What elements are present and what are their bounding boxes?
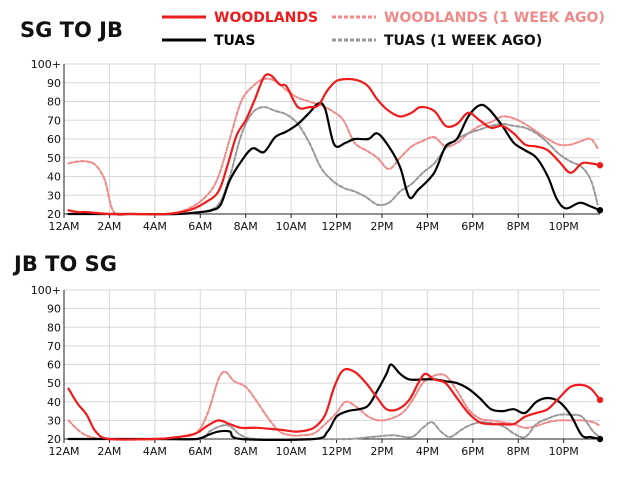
x-tick-label: 10PM [549, 445, 579, 458]
y-tick-label: 70 [47, 114, 61, 127]
x-tick-label: 6AM [188, 220, 212, 233]
series-end-point-woodlands [596, 162, 604, 169]
series-line-tuas-1-week-ago [67, 413, 601, 441]
x-tick-label: 10AM [276, 445, 307, 458]
legend: WOODLANDS WOODLANDS (1 WEEK AGO) TUAS TUAS … [162, 10, 605, 49]
y-tick-label: 90 [47, 77, 61, 90]
x-tick-label: 8PM [507, 220, 530, 233]
x-tick-label: 10PM [549, 220, 579, 233]
x-tick-label: 8AM [234, 220, 258, 233]
y-tick-label: 80 [47, 96, 61, 109]
x-tick-label: 2AM [97, 220, 121, 233]
y-tick-label: 40 [47, 171, 61, 184]
chart-title: JB TO SG [12, 252, 117, 276]
y-tick-label: 100+ [31, 58, 61, 71]
x-tick-label: 2PM [370, 220, 393, 233]
y-tick-label: 30 [47, 189, 61, 202]
y-tick-label: 20 [47, 208, 61, 221]
series-line-tuas [67, 363, 602, 441]
series-line-tuas-1-week-ago [67, 106, 599, 216]
y-tick-label: 80 [47, 321, 61, 334]
series-end-point-tuas [596, 435, 604, 443]
sg-to-jb-chart: SG TO JB 20 30 40 50 60 70 80 90 100+ 12AM 2AM 4AM 6A… [20, 18, 604, 233]
jb-to-sg-chart: JB TO SG 20 30 40 50 60 70 80 90 100+ 12AM 2AM 4AM 6A… [12, 252, 604, 458]
series-line-tuas [67, 101, 602, 216]
legend-label-tuas: TUAS [214, 33, 255, 49]
y-tick-label: 70 [47, 340, 61, 353]
x-tick-label: 6PM [461, 220, 484, 233]
legend-label-woodlands: WOODLANDS [214, 10, 318, 26]
x-tick-label: 10AM [276, 220, 307, 233]
y-tick-label: 60 [47, 359, 61, 372]
x-tick-label: 8AM [234, 445, 258, 458]
x-tick-label: 12PM [321, 445, 351, 458]
x-tick-label: 6AM [188, 445, 212, 458]
y-tick-label: 30 [47, 414, 61, 427]
x-tick-label: 4PM [416, 220, 439, 233]
x-tick-label: 4AM [143, 220, 167, 233]
y-tick-label: 60 [47, 133, 61, 146]
x-tick-label: 8PM [507, 445, 530, 458]
y-tick-label: 90 [47, 303, 61, 316]
y-tick-label: 100+ [31, 284, 61, 297]
x-tick-label: 12AM [48, 220, 79, 233]
x-tick-label: 4AM [143, 445, 167, 458]
x-tick-label: 2AM [97, 445, 121, 458]
x-tick-label: 6PM [461, 445, 484, 458]
legend-label-tuas-1-week-ago: TUAS (1 WEEK AGO) [384, 33, 542, 49]
series-line-woodlands-1-week-ago [67, 370, 601, 441]
series-line-woodlands [67, 367, 602, 441]
series-end-point-woodlands [596, 396, 604, 404]
series-end-point-tuas [596, 207, 604, 214]
y-tick-label: 20 [47, 433, 61, 446]
x-tick-label: 12AM [48, 445, 79, 458]
y-tick-label: 40 [47, 396, 61, 409]
y-tick-label: 50 [47, 377, 61, 390]
x-tick-label: 4PM [416, 445, 439, 458]
series-line-woodlands [67, 73, 602, 216]
chart-title: SG TO JB [20, 18, 123, 42]
y-tick-label: 50 [47, 152, 61, 165]
x-tick-label: 12PM [321, 220, 351, 233]
legend-label-woodlands-1-week-ago: WOODLANDS (1 WEEK AGO) [384, 10, 605, 26]
x-tick-label: 2PM [370, 445, 393, 458]
